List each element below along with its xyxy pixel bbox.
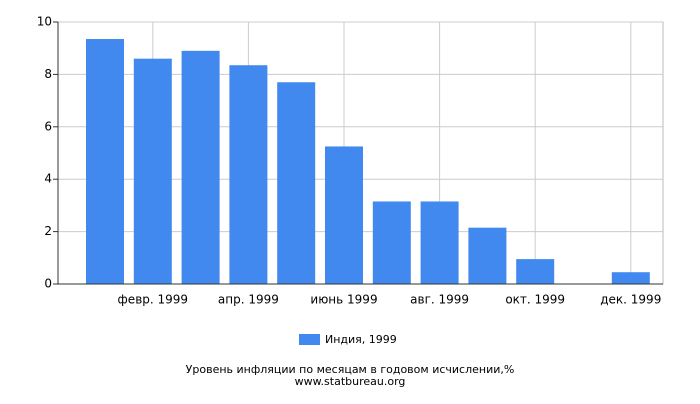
bar bbox=[277, 82, 316, 284]
bar bbox=[611, 272, 650, 284]
y-tick-label: 2 bbox=[44, 224, 52, 238]
y-tick-label: 6 bbox=[44, 119, 52, 133]
y-tick-label: 0 bbox=[44, 277, 52, 291]
bar bbox=[86, 39, 124, 284]
bar bbox=[229, 65, 268, 284]
bar bbox=[516, 259, 555, 284]
x-tick-label: окт. 1999 bbox=[505, 293, 565, 307]
bar bbox=[468, 227, 507, 284]
chart-title: Уровень инфляции по месяцам в годовом ис… bbox=[186, 363, 515, 376]
legend-swatch bbox=[299, 334, 320, 345]
chart-subtitle: www.statbureau.org bbox=[295, 375, 406, 388]
y-tick-label: 10 bbox=[37, 15, 52, 29]
bar bbox=[133, 58, 172, 285]
x-tick-label: февр. 1999 bbox=[118, 293, 189, 307]
x-tick-label: апр. 1999 bbox=[218, 293, 279, 307]
x-tick-label: июнь 1999 bbox=[310, 293, 377, 307]
bar bbox=[325, 146, 363, 284]
x-tick-label: дек. 1999 bbox=[600, 293, 661, 307]
y-tick-label: 4 bbox=[44, 172, 52, 186]
bar bbox=[181, 50, 220, 284]
legend-label: Индия, 1999 bbox=[325, 333, 397, 346]
bar bbox=[372, 201, 411, 284]
x-tick-label: авг. 1999 bbox=[410, 293, 469, 307]
y-tick-label: 8 bbox=[44, 67, 52, 81]
bar bbox=[420, 201, 459, 284]
